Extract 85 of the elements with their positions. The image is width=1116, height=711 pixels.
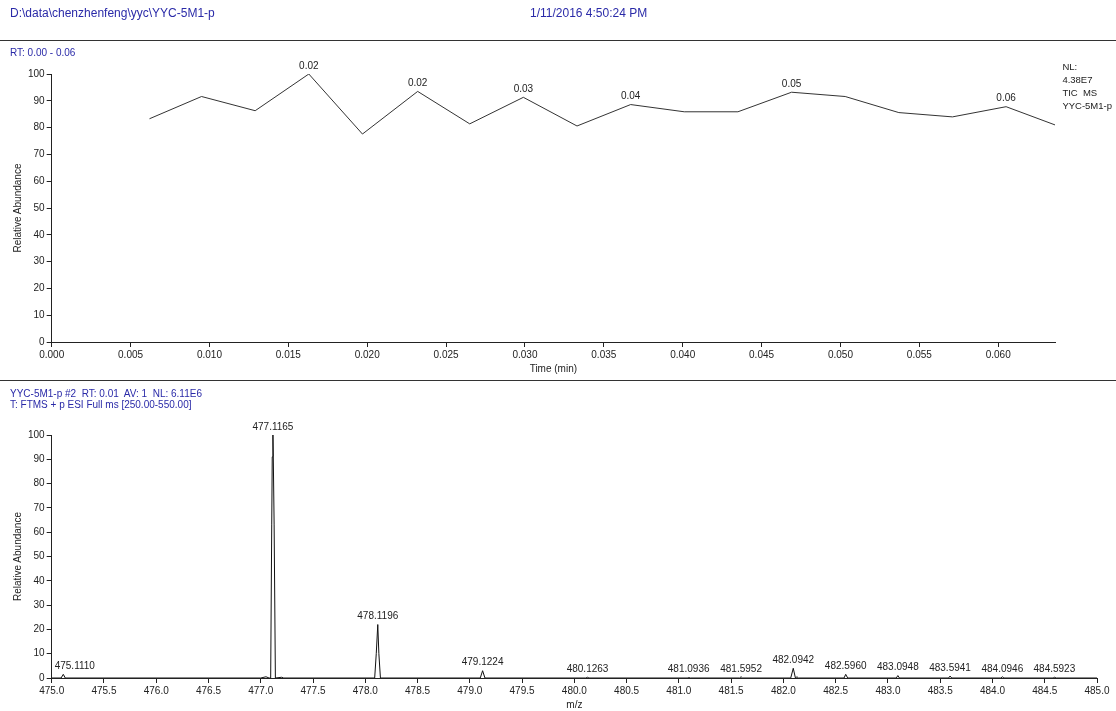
y-tick-label: 40 (33, 228, 46, 240)
x-tick-label: 0.000 (39, 348, 65, 360)
x-tick-label: 478.5 (405, 684, 431, 696)
y-tick-label: 50 (33, 550, 46, 562)
x-tick-label: 0.055 (906, 348, 933, 360)
x-tick-label: 481.5 (718, 684, 745, 696)
x-tick-label: 477.0 (248, 684, 274, 696)
annotation: 484.0946 (981, 662, 1024, 674)
x-tick-label: 0.040 (670, 348, 696, 360)
x-tick-label: 482.5 (823, 684, 849, 696)
annotation: 479.1224 (461, 656, 504, 668)
x-tick-label: 0.035 (591, 348, 617, 360)
y-tick-label: 90 (33, 453, 46, 465)
y-tick-label: 0 (39, 335, 46, 347)
annotation: 478.1196 (357, 610, 399, 622)
annotation: 481.0936 (667, 663, 710, 675)
y-tick-label: 20 (33, 623, 46, 635)
annotation: 480.1263 (566, 663, 609, 675)
chart-subtitle: T: FTMS + p ESI Full ms [250.00-550.00] (10, 399, 193, 410)
x-tick-label: 0.025 (433, 348, 460, 360)
annotation: 0.05 (781, 77, 802, 89)
y-tick-label: 90 (33, 94, 46, 106)
x-tick-label: 476.5 (195, 684, 222, 696)
x-axis-title: m/z (566, 698, 583, 710)
x-tick-label: 0.050 (827, 348, 854, 360)
y-axis-title: Relative Abundance (11, 163, 23, 253)
x-tick-label: 475.5 (91, 684, 117, 696)
x-tick-label: 0.045 (749, 348, 775, 360)
x-tick-label: 0.020 (354, 348, 381, 360)
x-tick-label: 476.0 (143, 684, 170, 696)
annotation: 0.02 (299, 59, 319, 71)
y-tick-label: 10 (33, 647, 46, 659)
text: RT: 0.00 - 0.06 (10, 46, 76, 59)
x-tick-label: 484.0 (979, 684, 1006, 696)
y-tick-label: 40 (33, 574, 46, 586)
annotation: 482.0942 (772, 654, 815, 666)
x-tick-label: 479.0 (457, 684, 483, 696)
x-tick-label: 0.005 (118, 348, 144, 360)
x-tick-label: 480.0 (561, 684, 588, 696)
x-tick-label: 485.0 (1084, 684, 1110, 696)
chart-subtitle: 1/11/2016 4:50:24 PM (530, 6, 648, 20)
text: NL: 4.38E7 TIC MS YYC-5M1-p (1062, 60, 1112, 112)
y-tick-label: 70 (33, 148, 46, 160)
y-axis-title: Relative Abundance (11, 511, 23, 601)
annotation: 481.5952 (720, 662, 763, 674)
y-tick-label: 80 (33, 121, 46, 133)
x-tick-label: 0.010 (196, 348, 223, 360)
y-tick-label: 60 (33, 525, 46, 537)
x-axis-title: Time (min) (529, 362, 578, 374)
x-tick-label: 483.0 (875, 684, 901, 696)
annotation: 484.5923 (1033, 663, 1076, 675)
annotation: 483.0948 (876, 661, 920, 673)
x-tick-label: 475.0 (39, 684, 65, 696)
y-tick-label: 30 (33, 598, 46, 610)
y-tick-label: 10 (33, 308, 46, 320)
x-tick-label: 482.0 (770, 684, 797, 696)
x-tick-label: 0.015 (275, 348, 302, 360)
x-tick-label: 477.5 (300, 684, 326, 696)
x-tick-label: 480.5 (614, 684, 640, 696)
y-tick-label: 30 (33, 255, 46, 267)
y-tick-label: 0 (39, 671, 46, 683)
y-tick-label: 80 (33, 477, 46, 489)
annotation: 0.04 (620, 90, 641, 102)
annotation: 483.5941 (929, 661, 972, 673)
y-tick-label: 20 (33, 282, 46, 294)
annotation: 475.1110 (54, 660, 96, 672)
y-tick-label: 100 (28, 428, 46, 440)
chart-title: YYC-5M1-p #2 RT: 0.01 AV: 1 NL: 6.11E6 (10, 388, 202, 399)
annotation: 0.02 (407, 77, 428, 89)
y-tick-label: 50 (33, 201, 46, 213)
annotation: 0.03 (513, 83, 534, 95)
x-tick-label: 484.5 (1032, 684, 1058, 696)
y-tick-label: 70 (33, 501, 46, 513)
x-tick-label: 0.030 (512, 348, 538, 360)
annotation: 477.1165 (252, 420, 294, 432)
x-tick-label: 483.5 (927, 684, 954, 696)
y-tick-label: 100 (28, 67, 46, 79)
x-tick-label: 479.5 (509, 684, 536, 696)
x-tick-label: 0.060 (985, 348, 1012, 360)
y-tick-label: 60 (33, 174, 46, 186)
annotation: 482.5960 (824, 660, 867, 672)
annotation: 0.06 (996, 92, 1017, 104)
x-tick-label: 478.0 (352, 684, 379, 696)
x-tick-label: 481.0 (666, 684, 692, 696)
chart-title: D:\data\chenzhenfeng\yyc\YYC-5M1-p (10, 6, 215, 20)
